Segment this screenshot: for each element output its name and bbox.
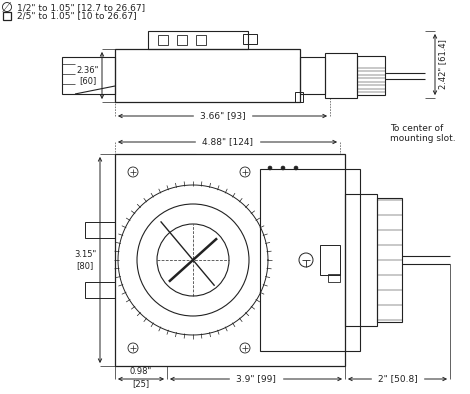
Text: 4.88" [124]: 4.88" [124]: [202, 138, 253, 147]
Bar: [158, 35, 168, 45]
Bar: [243, 34, 257, 44]
Circle shape: [281, 166, 285, 170]
Bar: [260, 169, 360, 351]
Bar: [115, 49, 300, 102]
Bar: [85, 282, 115, 298]
Text: 3.15"
[80]: 3.15" [80]: [74, 250, 96, 270]
Text: 2.42" [61.4]: 2.42" [61.4]: [439, 39, 447, 89]
Bar: [196, 35, 206, 45]
Bar: [148, 31, 248, 49]
Bar: [3, 12, 11, 20]
Text: ∅: ∅: [1, 1, 13, 15]
Text: 1/2" to 1.05" [12.7 to 26.67]: 1/2" to 1.05" [12.7 to 26.67]: [17, 4, 145, 13]
Bar: [300, 57, 325, 94]
Bar: [357, 56, 385, 95]
Bar: [62, 57, 115, 94]
Text: 3.9" [99]: 3.9" [99]: [236, 375, 276, 383]
Text: 2" [50.8]: 2" [50.8]: [377, 375, 417, 383]
Text: 0.98": 0.98": [130, 368, 152, 377]
Text: 2.36"
[60]: 2.36" [60]: [77, 66, 99, 85]
Text: To center of
mounting slot.: To center of mounting slot.: [390, 124, 455, 143]
Bar: [115, 154, 345, 366]
Circle shape: [294, 166, 298, 170]
Text: 2/5" to 1.05" [10 to 26.67]: 2/5" to 1.05" [10 to 26.67]: [17, 11, 137, 20]
Bar: [325, 53, 357, 98]
Text: 3.66" [93]: 3.66" [93]: [200, 112, 245, 121]
Bar: [328, 274, 340, 282]
Text: [25]: [25]: [133, 379, 149, 388]
Bar: [320, 245, 340, 275]
Bar: [177, 35, 187, 45]
Circle shape: [268, 166, 272, 170]
Bar: [345, 194, 377, 326]
Bar: [85, 222, 115, 238]
Bar: [295, 92, 303, 102]
Bar: [377, 198, 402, 322]
